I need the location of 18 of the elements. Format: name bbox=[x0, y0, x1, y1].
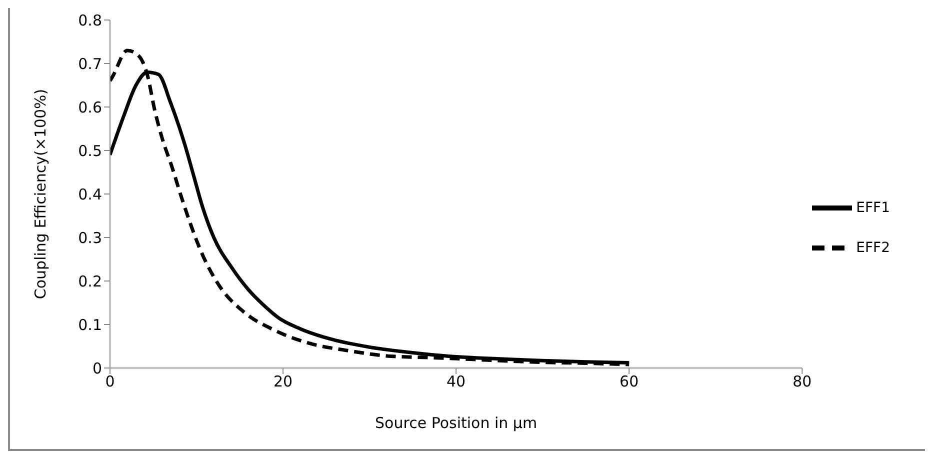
y-tick-label: 0.4 bbox=[78, 185, 102, 204]
x-tick-label: 60 bbox=[620, 372, 639, 391]
x-axis-title: Source Position in µm bbox=[375, 414, 538, 432]
x-tick-label: 80 bbox=[792, 372, 812, 391]
y-tick-label: 0.7 bbox=[78, 54, 102, 73]
y-tick-label: 0.3 bbox=[78, 228, 102, 247]
y-axis-title: Coupling Efficiency(×100%) bbox=[31, 88, 50, 300]
x-tick-label: 20 bbox=[273, 372, 293, 391]
y-tick-label: 0.1 bbox=[78, 316, 102, 334]
x-tick-label: 40 bbox=[446, 372, 466, 391]
y-tick-label: 0.8 bbox=[78, 11, 102, 30]
legend-label: EFF2 bbox=[856, 240, 890, 256]
legend-label: EFF1 bbox=[856, 200, 890, 216]
y-tick-label: 0.5 bbox=[78, 142, 102, 160]
y-tick-label: 0.6 bbox=[78, 98, 102, 116]
x-tick-label: 0 bbox=[105, 372, 115, 391]
y-tick-label: 0.2 bbox=[78, 272, 102, 290]
y-tick-label: 0 bbox=[92, 359, 102, 378]
